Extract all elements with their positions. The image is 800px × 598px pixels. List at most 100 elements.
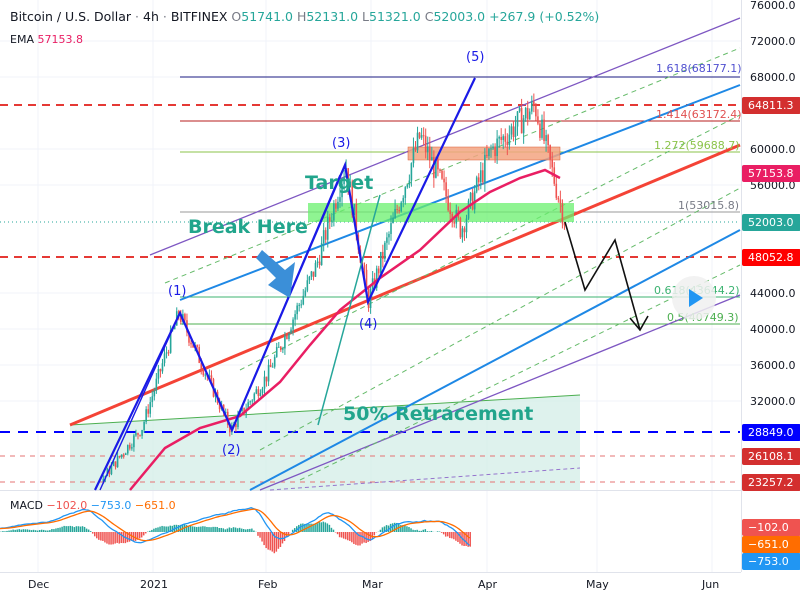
macd-histogram-bar [138, 532, 141, 539]
macd-histogram-bar [340, 532, 343, 538]
candle [439, 169, 441, 171]
macd-histogram-bar [67, 526, 69, 532]
macd-histogram-bar [238, 527, 241, 532]
macd-histogram-bar [467, 532, 469, 547]
macd-histogram-bar [357, 532, 359, 546]
ema-legend[interactable]: EMA 57153.8 [10, 33, 83, 46]
macd-histogram-bar [87, 529, 90, 532]
candle [169, 330, 172, 353]
macd-histogram-bar [193, 526, 196, 532]
macd-histogram-bar [277, 532, 280, 549]
candle [559, 199, 562, 204]
macd-histogram-bar [355, 532, 357, 545]
macd-histogram-bar [91, 532, 94, 534]
macd-histogram-bar [163, 526, 165, 532]
candle [133, 435, 135, 448]
macd-histogram-bar [281, 532, 284, 544]
candle [492, 146, 494, 149]
exchange: BITFINEX [170, 9, 228, 24]
interval[interactable]: 4h [143, 9, 159, 24]
macd-histogram-bar [51, 529, 53, 532]
candle [318, 261, 321, 266]
macd-histogram-bar [240, 528, 243, 532]
candle [539, 123, 541, 138]
candle [555, 183, 558, 198]
candle [547, 135, 549, 146]
macd-histogram-bar [424, 529, 427, 532]
candle [188, 332, 190, 343]
macd-histogram-bar [402, 525, 404, 532]
candle [116, 455, 119, 468]
candle [528, 111, 531, 120]
macd-histogram-bar [47, 530, 49, 532]
wave-label-4: (4) [359, 317, 378, 332]
candle [184, 314, 186, 321]
macd-histogram-bar [157, 527, 159, 532]
candle [398, 209, 400, 212]
macd-histogram-bar [16, 529, 18, 532]
candle [473, 191, 476, 210]
candle [218, 402, 221, 410]
price-axis[interactable]: 76000.0 72000.0 68000.0 60000.0 56000.0 … [741, 0, 800, 572]
candle [367, 288, 370, 308]
macd-histogram-bar [349, 532, 351, 541]
macd-histogram-bar [440, 532, 443, 533]
macd-legend[interactable]: MACD −102.0 −753.0 −651.0 [10, 499, 176, 512]
candle [408, 180, 411, 185]
macd-histogram-bar [49, 530, 51, 532]
macd-histogram-bar [20, 529, 23, 532]
macd-histogram-bar [444, 532, 447, 537]
macd-histogram-bar [24, 529, 27, 532]
candle [541, 119, 543, 138]
time-label: Jun [702, 578, 720, 591]
candle [167, 352, 170, 354]
macd-histogram-bar [328, 524, 331, 532]
candle [110, 465, 113, 475]
candle [273, 356, 276, 367]
candle [482, 170, 484, 182]
candle [420, 135, 423, 138]
macd-histogram-bar [85, 528, 88, 532]
break-here-annotation: Break Here [188, 216, 308, 238]
symbol-name[interactable]: Bitcoin / U.S. Dollar [10, 9, 132, 24]
target-annotation: Target [305, 172, 374, 194]
price-chart[interactable] [0, 0, 741, 598]
candle [353, 204, 356, 216]
macd-histogram-bar [169, 525, 171, 532]
macd-line [0, 507, 470, 546]
macd-histogram-bar [63, 525, 65, 532]
macd-histogram-bar [234, 527, 237, 532]
candle [302, 295, 305, 305]
candle [343, 177, 345, 185]
macd-histogram-bar [22, 529, 25, 532]
macd-histogram-bar [369, 532, 371, 542]
candle [490, 148, 492, 150]
macd-histogram-bar [412, 529, 414, 532]
macd-histogram-bar [122, 532, 125, 544]
macd-histogram-bar [106, 532, 108, 544]
candle [351, 181, 354, 216]
candle [392, 217, 394, 224]
macd-histogram-bar [247, 529, 249, 532]
macd-histogram-bar [457, 532, 459, 543]
macd-histogram-bar [202, 526, 204, 532]
candle [204, 374, 207, 376]
candle [506, 141, 509, 146]
ema-value: 57153.8 [37, 33, 83, 46]
candle [196, 345, 198, 348]
macd-histogram-bar [18, 529, 20, 532]
price-tag-level: 26108.1 [742, 448, 800, 465]
macd-histogram-bar [312, 523, 314, 532]
candle [471, 192, 474, 210]
macd-histogram-bar [314, 524, 316, 532]
play-replay-button[interactable] [672, 276, 716, 320]
macd-histogram-bar [418, 530, 420, 532]
macd-histogram-bar [171, 525, 174, 532]
macd-histogram-bar [214, 526, 216, 532]
macd-histogram-bar [153, 528, 155, 532]
macd-histogram-bar [275, 532, 278, 552]
candle [310, 271, 313, 277]
candle [424, 135, 427, 153]
candle [210, 375, 213, 380]
macd-histogram-bar [302, 523, 304, 532]
